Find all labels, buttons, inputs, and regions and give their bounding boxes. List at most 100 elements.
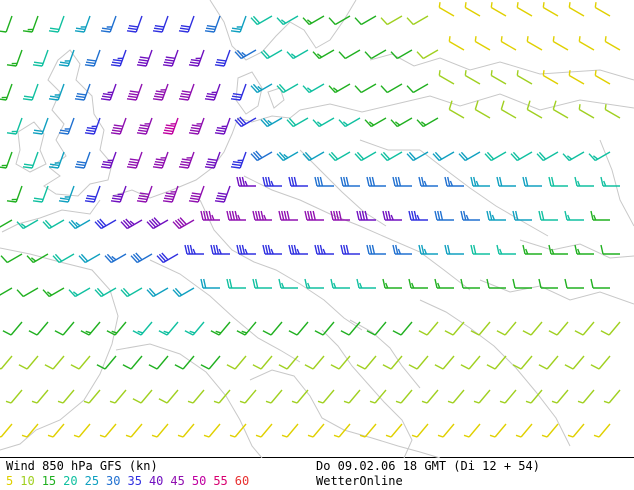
- wind-barb: [382, 355, 403, 370]
- wind-barb: [42, 219, 65, 230]
- wind-barb: [48, 83, 65, 101]
- wind-barb: [538, 278, 558, 289]
- wind-barb: [359, 423, 377, 438]
- wind-barb: [70, 355, 91, 370]
- wind-barb: [567, 423, 585, 438]
- valid-time: Do 09.02.06 18 GMT (Di 12 + 54): [316, 459, 540, 473]
- wind-barb: [356, 355, 377, 370]
- wind-barb: [172, 287, 195, 298]
- wind-barb: [120, 287, 143, 298]
- wind-barb: [130, 252, 153, 264]
- wind-barb: [603, 389, 621, 404]
- wind-barb: [460, 210, 480, 221]
- wind-barb: [100, 83, 117, 101]
- legend-item: 15: [41, 474, 57, 488]
- wind-barb: [512, 355, 533, 370]
- wind-barb: [302, 83, 325, 94]
- wind-barb: [330, 278, 350, 289]
- wind-barb: [156, 252, 179, 264]
- wind-barb: [68, 219, 91, 230]
- wind-barb: [590, 210, 610, 221]
- wind-barb: [406, 83, 429, 94]
- wind-barb: [574, 321, 595, 336]
- wind-barb: [444, 321, 465, 336]
- wind-barb: [354, 83, 377, 94]
- wind-barb: [172, 217, 195, 230]
- wind-barb: [600, 176, 620, 187]
- wind-barb: [255, 423, 273, 438]
- wind-barb: [74, 151, 91, 169]
- wind-barb: [110, 185, 127, 203]
- wind-barb: [47, 423, 65, 438]
- wind-barb: [447, 389, 465, 404]
- wind-barb: [262, 176, 282, 187]
- wind-barb: [314, 244, 334, 255]
- wind-barb: [122, 355, 143, 370]
- wind-barb: [132, 321, 153, 336]
- wind-barb: [31, 389, 49, 404]
- legend-item: 20: [63, 474, 78, 488]
- wind-barb: [83, 389, 101, 404]
- legend-item: 55: [213, 474, 228, 488]
- wind-barb: [48, 151, 65, 169]
- wind-barb: [392, 176, 412, 187]
- wind-barb: [538, 355, 559, 370]
- wind-barb: [200, 210, 220, 221]
- wind-barb: [568, 70, 585, 85]
- wind-barb: [564, 210, 584, 221]
- wind-barb: [574, 244, 594, 255]
- wind-barb: [338, 117, 361, 128]
- wind-barb: [158, 389, 179, 404]
- wind-barb: [312, 117, 335, 128]
- wind-barb: [548, 321, 569, 336]
- wind-barb: [382, 210, 402, 221]
- wind-barb: [184, 321, 205, 336]
- wind-barb: [288, 244, 308, 255]
- wind-barb: [262, 321, 283, 336]
- wind-barb: [57, 389, 75, 404]
- wind-barb: [340, 176, 360, 187]
- wind-barb: [126, 151, 143, 169]
- wind-barb: [146, 217, 169, 230]
- wind-barb: [94, 287, 117, 298]
- wind-barb: [252, 210, 272, 221]
- wind-barb: [210, 321, 231, 336]
- wind-barb: [438, 70, 455, 85]
- wind-barb: [6, 117, 23, 135]
- wind-barb: [234, 116, 257, 128]
- wind-barb: [54, 321, 75, 336]
- wind-barb: [418, 244, 438, 255]
- wind-barb: [226, 210, 246, 221]
- wind-barb: [58, 185, 75, 203]
- wind-barb: [490, 2, 507, 17]
- wind-barb: [80, 321, 101, 336]
- wind-barb: [0, 83, 13, 101]
- wind-barb: [542, 70, 559, 85]
- wind-barb: [516, 2, 533, 17]
- wind-barb: [500, 100, 517, 119]
- wind-barb: [262, 244, 282, 255]
- wind-barb: [158, 321, 179, 336]
- wind-barb: [162, 185, 179, 203]
- wind-barb: [568, 2, 585, 17]
- wind-barb: [28, 321, 49, 336]
- wind-barb: [464, 70, 481, 85]
- wind-barb: [486, 210, 506, 221]
- wind-barb: [16, 219, 39, 230]
- wind-barb: [281, 423, 299, 438]
- wind-barb: [252, 278, 272, 289]
- legend-item: 40: [148, 474, 164, 488]
- coastlines-and-borders: [0, 0, 634, 458]
- wind-barb: [333, 423, 351, 438]
- wind-barb: [551, 389, 569, 404]
- wind-barb: [473, 389, 491, 404]
- wind-barb: [188, 117, 205, 135]
- wind-barb: [278, 355, 299, 370]
- wind-barb: [32, 185, 49, 203]
- wind-barb: [406, 151, 429, 162]
- speed-legend: 5 10 15 20 25 30 35 40 45 50 55 60: [6, 474, 256, 489]
- wind-barb: [470, 176, 490, 187]
- wind-barb: [574, 176, 594, 187]
- wind-barb: [604, 36, 621, 51]
- wind-barb: [74, 83, 91, 101]
